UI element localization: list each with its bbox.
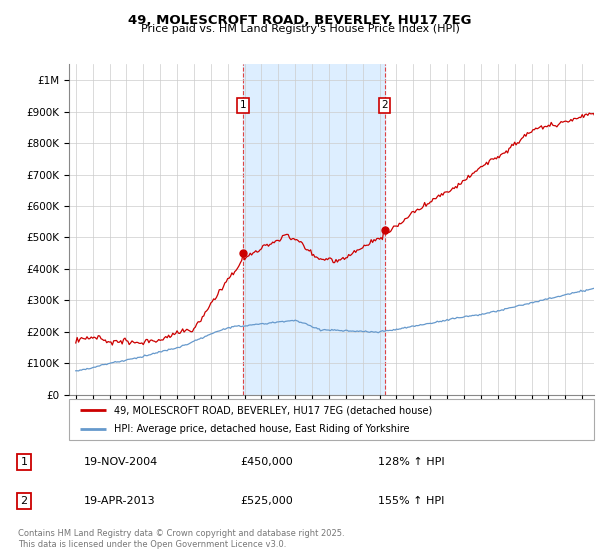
- Text: £450,000: £450,000: [240, 457, 293, 467]
- Text: Contains HM Land Registry data © Crown copyright and database right 2025.
This d: Contains HM Land Registry data © Crown c…: [18, 529, 344, 549]
- Text: 1: 1: [240, 100, 247, 110]
- Text: 128% ↑ HPI: 128% ↑ HPI: [378, 457, 445, 467]
- Text: 19-NOV-2004: 19-NOV-2004: [84, 457, 158, 467]
- Text: £525,000: £525,000: [240, 496, 293, 506]
- FancyBboxPatch shape: [69, 399, 594, 440]
- Text: HPI: Average price, detached house, East Riding of Yorkshire: HPI: Average price, detached house, East…: [113, 424, 409, 433]
- Text: 2: 2: [20, 496, 28, 506]
- Text: 49, MOLESCROFT ROAD, BEVERLEY, HU17 7EG: 49, MOLESCROFT ROAD, BEVERLEY, HU17 7EG: [128, 14, 472, 27]
- Bar: [243, 64, 385, 395]
- Text: 155% ↑ HPI: 155% ↑ HPI: [378, 496, 445, 506]
- Text: 1: 1: [20, 457, 28, 467]
- Text: Price paid vs. HM Land Registry's House Price Index (HPI): Price paid vs. HM Land Registry's House …: [140, 24, 460, 34]
- Text: 49, MOLESCROFT ROAD, BEVERLEY, HU17 7EG (detached house): 49, MOLESCROFT ROAD, BEVERLEY, HU17 7EG …: [113, 405, 432, 415]
- Text: 19-APR-2013: 19-APR-2013: [84, 496, 155, 506]
- Text: 2: 2: [381, 100, 388, 110]
